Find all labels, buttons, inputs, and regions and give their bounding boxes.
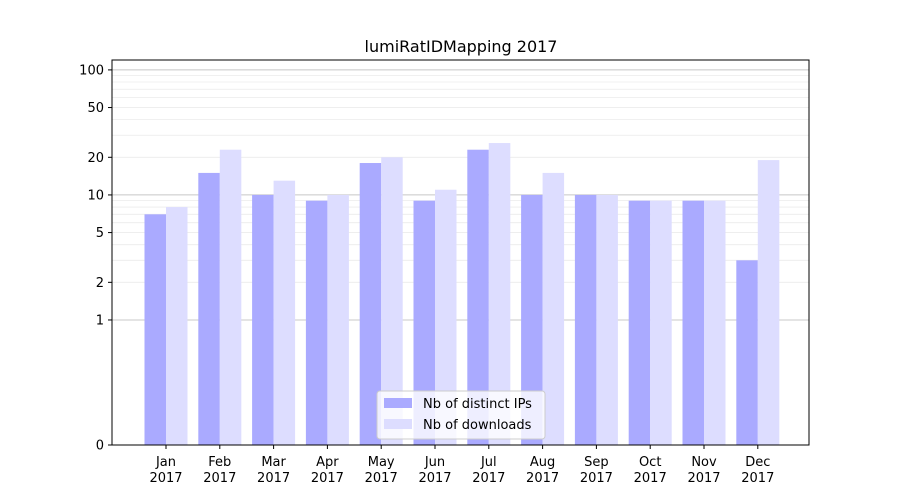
y-tick-label: 5 — [96, 226, 104, 241]
y-tick-label: 20 — [87, 151, 104, 166]
chart-title: lumiRatIDMapping 2017 — [365, 37, 558, 56]
x-tick-label-month: Aug — [530, 455, 555, 470]
x-tick-label-year: 2017 — [149, 471, 182, 486]
bar-downloads-jun — [435, 189, 457, 445]
bar-downloads-jul — [488, 143, 511, 445]
bar-downloads-aug — [542, 172, 565, 445]
x-axis: Jan2017Feb2017Mar2017Apr2017May2017Jun20… — [149, 445, 774, 486]
bar-distinct-ips-dec — [736, 260, 758, 445]
bar-distinct-ips-oct — [628, 200, 651, 445]
x-tick-label-month: Oct — [639, 455, 661, 470]
bar-downloads-sep — [596, 194, 618, 445]
bar-downloads-feb — [219, 149, 242, 446]
y-tick-label: 50 — [87, 101, 104, 116]
x-tick-label-month: Apr — [316, 455, 339, 470]
legend-box — [376, 390, 546, 440]
bar-downloads-may — [381, 157, 403, 445]
bar-distinct-ips-apr — [305, 200, 328, 445]
bar-distinct-ips-nov — [682, 200, 704, 445]
bar-distinct-ips-jun — [413, 200, 435, 445]
x-tick-label-month: Dec — [745, 455, 770, 470]
x-tick-label-year: 2017 — [472, 471, 505, 486]
x-tick-label-month: Feb — [208, 455, 231, 470]
x-tick-label-year: 2017 — [526, 471, 559, 486]
legend-swatch — [384, 398, 412, 408]
x-tick-label-month: Jul — [480, 455, 497, 470]
x-tick-label-year: 2017 — [580, 471, 613, 486]
legend-swatch — [384, 419, 412, 429]
bar-distinct-ips-feb — [198, 172, 220, 445]
bar-distinct-ips-jan — [144, 214, 166, 445]
bar-distinct-ips-mar — [252, 194, 274, 445]
bar-downloads-dec — [757, 160, 780, 445]
x-tick-label-year: 2017 — [257, 471, 290, 486]
bar-downloads-mar — [273, 180, 296, 445]
x-tick-label-year: 2017 — [634, 471, 667, 486]
legend: Nb of distinct IPs Nb of downloads — [376, 390, 546, 440]
x-tick-label-month: Nov — [691, 455, 717, 470]
bar-downloads-apr — [327, 194, 349, 445]
x-tick-label-year: 2017 — [741, 471, 774, 486]
x-tick-label-year: 2017 — [203, 471, 236, 486]
x-tick-label-year: 2017 — [687, 471, 720, 486]
bar-downloads-oct — [650, 200, 672, 445]
x-tick-label-month: Mar — [261, 455, 286, 470]
x-tick-label-year: 2017 — [311, 471, 344, 486]
bars — [144, 143, 780, 446]
y-tick-label: 0 — [96, 439, 104, 454]
bar-distinct-ips-sep — [574, 194, 597, 445]
bar-downloads-nov — [704, 200, 726, 445]
y-tick-label: 100 — [79, 63, 104, 78]
x-tick-label-month: Jun — [424, 455, 445, 470]
bar-distinct-ips-aug — [521, 194, 543, 445]
y-tick-label: 2 — [96, 276, 104, 291]
x-tick-label-year: 2017 — [418, 471, 451, 486]
plot-frame — [111, 59, 810, 446]
x-tick-label-month: Sep — [584, 455, 609, 470]
y-axis: 0 1 2 5 10 20 50 100 — [79, 63, 112, 454]
bar-distinct-ips-may — [359, 163, 382, 445]
bar-downloads-jan — [166, 207, 188, 445]
legend-label: Nb of distinct IPs — [423, 397, 532, 412]
x-tick-label-month: May — [368, 455, 395, 470]
legend-label: Nb of downloads — [423, 418, 532, 433]
x-tick-label-month: Jan — [155, 455, 176, 470]
y-tick-label: 1 — [96, 313, 104, 328]
bar-distinct-ips-jul — [467, 149, 489, 446]
y-tick-label: 10 — [87, 188, 104, 203]
x-tick-label-year: 2017 — [365, 471, 398, 486]
